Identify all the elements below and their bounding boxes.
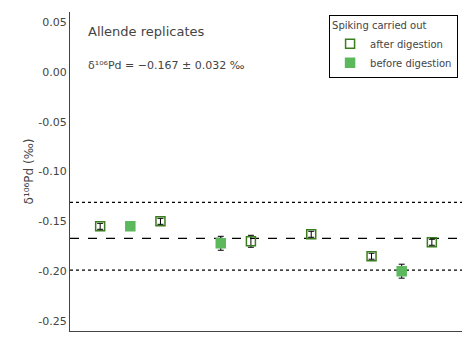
svg-text:δ¹⁰⁶Pd (‰): δ¹⁰⁶Pd (‰) [22, 139, 36, 205]
svg-text:Spiking carried out: Spiking carried out [332, 20, 426, 31]
svg-text:-0.15: -0.15 [38, 215, 66, 228]
svg-text:Allende replicates: Allende replicates [88, 24, 204, 39]
svg-text:0.05: 0.05 [42, 16, 67, 29]
svg-text:-0.05: -0.05 [38, 116, 66, 129]
svg-text:0.00: 0.00 [42, 66, 67, 79]
svg-text:-0.10: -0.10 [38, 165, 66, 178]
svg-text:-0.20: -0.20 [38, 265, 66, 278]
svg-text:-0.25: -0.25 [38, 315, 66, 328]
svg-text:before digestion: before digestion [370, 58, 451, 69]
svg-text:δ¹⁰⁶Pd = −0.167 ± 0.032 ‰: δ¹⁰⁶Pd = −0.167 ± 0.032 ‰ [88, 59, 245, 72]
svg-text:after digestion: after digestion [370, 39, 443, 50]
